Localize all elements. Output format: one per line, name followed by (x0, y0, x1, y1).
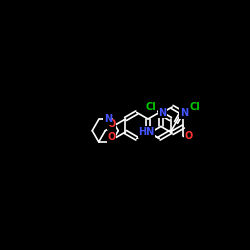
Text: N: N (180, 108, 188, 118)
Text: Cl: Cl (146, 102, 156, 112)
Text: O: O (184, 131, 192, 141)
Text: O: O (107, 132, 116, 142)
Text: HN: HN (138, 127, 155, 137)
Text: Cl: Cl (189, 102, 200, 112)
Text: N: N (158, 108, 166, 118)
Text: O: O (107, 119, 116, 129)
Text: N: N (104, 114, 112, 124)
